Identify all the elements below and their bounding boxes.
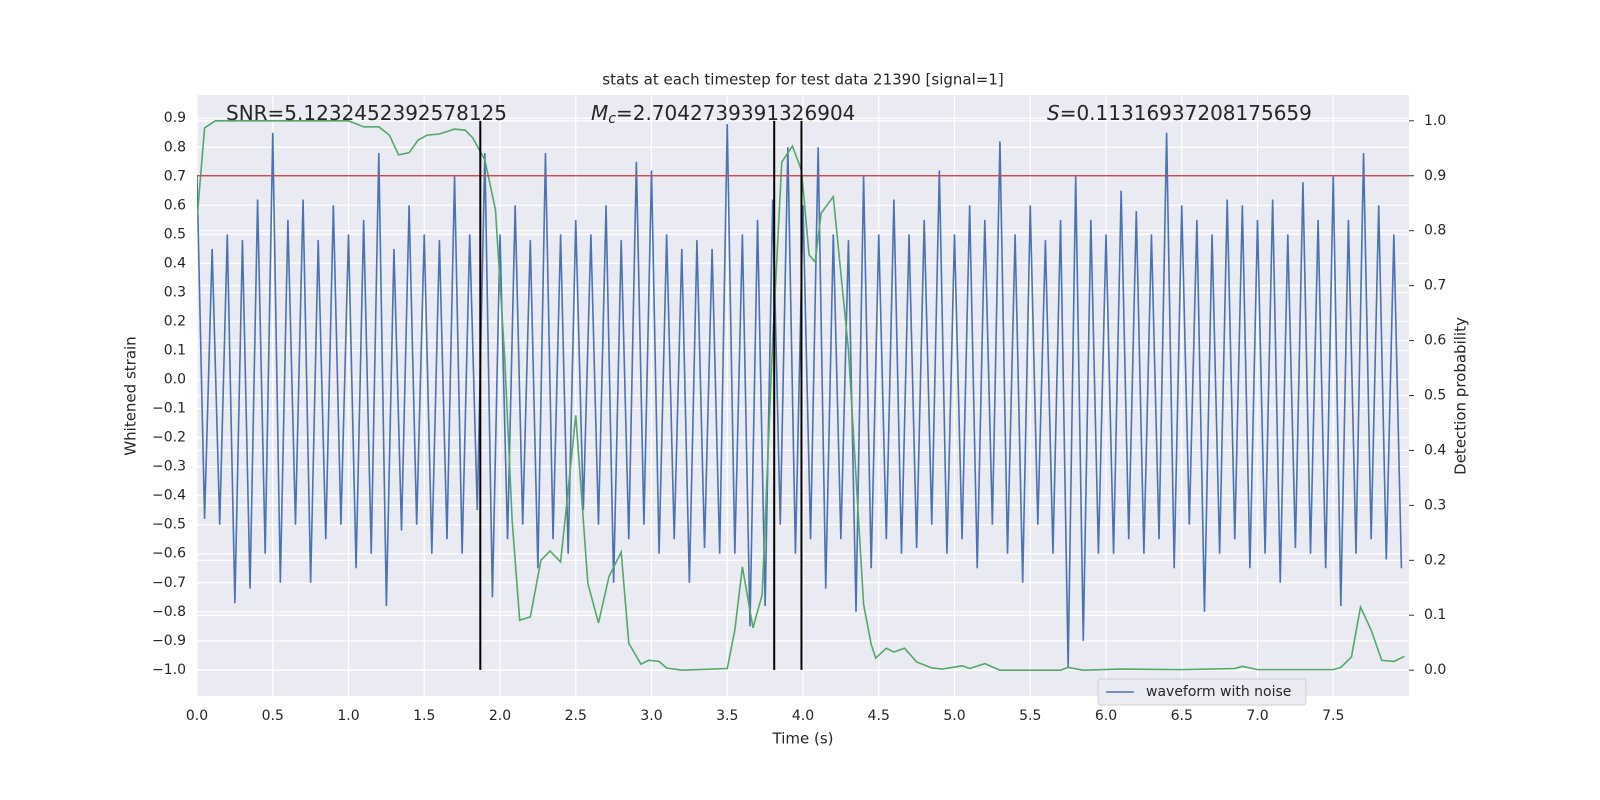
y2-tick-label: 0.4 [1424, 442, 1446, 458]
y-tick-label: −0.1 [152, 401, 186, 417]
y-tick-label: 0.4 [164, 255, 186, 271]
y-tick-label: 0.5 [164, 226, 186, 242]
legend-label: waveform with noise [1146, 684, 1291, 700]
y-tick-label: −0.9 [152, 633, 186, 649]
x-tick-label: 7.5 [1322, 708, 1344, 724]
series-line [197, 124, 1403, 667]
y-tick-label: 0.0 [164, 372, 186, 388]
x-tick-label: 2.5 [565, 708, 587, 724]
y2-tick-label: 1.0 [1424, 113, 1446, 129]
y-tick-label: −1.0 [152, 662, 186, 678]
y-tick-label: 0.6 [164, 197, 186, 213]
x-tick-label: 4.0 [792, 708, 814, 724]
x-tick-label: 3.5 [716, 708, 738, 724]
y-tick-label: −0.2 [152, 430, 186, 446]
x-tick-label: 6.0 [1095, 708, 1117, 724]
plot [197, 120, 1409, 671]
y2-axis-label: Detection probability [1452, 317, 1470, 475]
y-tick-label: −0.6 [152, 546, 186, 562]
x-tick-label: 2.0 [489, 708, 511, 724]
annotation-text: =2.7042739391326904 [616, 101, 855, 125]
y-tick-label: −0.4 [152, 488, 186, 504]
y-tick-label: −0.3 [152, 459, 186, 475]
annotation-subscript: c [608, 111, 616, 127]
y2-tick-label: 0.1 [1424, 607, 1446, 623]
y2-tick-label: 0.2 [1424, 552, 1446, 568]
y2-tick-label: 0.3 [1424, 497, 1446, 513]
annotation-symbol: S [1047, 101, 1060, 125]
x-tick-label: 7.0 [1246, 708, 1268, 724]
annotation-symbol: M [591, 101, 608, 125]
x-tick-label: 0.5 [262, 708, 284, 724]
x-tick-label: 6.5 [1171, 708, 1193, 724]
y2-tick-label: 0.9 [1424, 168, 1446, 184]
series-line [197, 120, 1405, 671]
y-tick-label: −0.8 [152, 604, 186, 620]
x-tick-label: 5.0 [943, 708, 965, 724]
x-axis-label: Time (s) [772, 730, 834, 748]
annotation: S=0.11316937208175659 [1047, 101, 1312, 125]
y2-tick-label: 0.7 [1424, 278, 1446, 294]
annotation-text: =0.11316937208175659 [1060, 101, 1312, 125]
y-tick-label: −0.5 [152, 517, 186, 533]
chart-title: stats at each timestep for test data 213… [602, 71, 1003, 89]
x-tick-label: 1.5 [413, 708, 435, 724]
annotation-text: SNR=5.1232452392578125 [226, 101, 507, 125]
legend-box [1097, 678, 1307, 706]
x-tick-label: 5.5 [1019, 708, 1041, 724]
y-tick-label: 0.7 [164, 168, 186, 184]
x-tick-label: 1.0 [337, 708, 359, 724]
y2-tick-label: 0.5 [1424, 388, 1446, 404]
y-tick-label: −0.7 [152, 575, 186, 591]
x-tick-label: 4.5 [868, 708, 890, 724]
x-tick-label: 0.0 [186, 708, 208, 724]
y-tick-label: 0.3 [164, 284, 186, 300]
y-tick-label: 0.2 [164, 313, 186, 329]
x-tick-label: 3.0 [640, 708, 662, 724]
y2-tick-label: 0.0 [1424, 662, 1446, 678]
annotation: Mc=2.7042739391326904 [591, 101, 855, 128]
y-tick-label: 0.8 [164, 139, 186, 155]
y-tick-label: 0.1 [164, 342, 186, 358]
annotation: SNR=5.1232452392578125 [226, 101, 507, 125]
y2-tick-label: 0.6 [1424, 333, 1446, 349]
y-axis-label: Whitened strain [122, 336, 140, 455]
y-tick-label: 0.9 [164, 110, 186, 126]
y2-tick-label: 0.8 [1424, 223, 1446, 239]
